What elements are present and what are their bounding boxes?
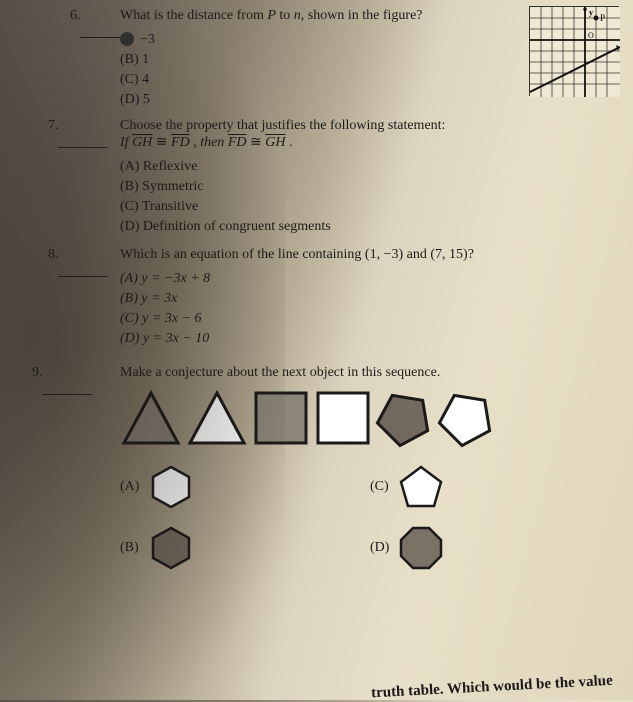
q7-fd: FD — [171, 135, 190, 150]
partial-next-question: truth table. Which would be the value — [371, 673, 613, 702]
q9-answer-grid: (A) (C) (B) (D) — [120, 459, 623, 575]
grid-p-label: P — [600, 13, 605, 23]
q7-stem: Choose the property that justifies the f… — [120, 118, 623, 151]
q7-period: . — [289, 135, 293, 150]
q7-gh2: GH — [265, 135, 285, 150]
q9-labC: (C) — [370, 479, 389, 495]
q7-number: 7. — [10, 118, 90, 150]
q9-sequence — [120, 389, 623, 447]
q7-then: , then — [193, 135, 228, 150]
q7-fd2: FD — [228, 135, 247, 150]
q7-option-c[interactable]: (C) Transitive — [120, 199, 623, 215]
hexagon-filled-icon — [147, 524, 195, 572]
q7-option-b[interactable]: (B) Symmetric — [120, 179, 623, 195]
q7-option-d[interactable]: (D) Definition of congruent segments — [120, 219, 623, 235]
q9-option-b[interactable]: (B) — [120, 520, 340, 575]
q6-stem-pre: What is the distance from — [120, 8, 267, 23]
q8-option-a[interactable]: (A) y = −3x + 8 — [120, 271, 623, 287]
q9-number: 9. — [10, 365, 90, 397]
q6-number: 6. — [10, 8, 90, 40]
q9-labD: (D) — [370, 540, 389, 556]
question-8: 8. Which is an equation of the line cont… — [10, 247, 623, 351]
q6-post: , shown in the figure? — [301, 8, 423, 23]
q9-labA: (A) — [120, 479, 139, 495]
filled-circle-icon — [120, 32, 134, 46]
q8-number: 8. — [10, 247, 90, 279]
q9-num-text: 9. — [32, 365, 43, 380]
grid-o-label: O — [588, 31, 594, 40]
pentagon-outline-small-icon — [397, 463, 445, 511]
q7-cong1: ≅ — [156, 135, 171, 150]
q7-option-a[interactable]: (A) Reflexive — [120, 159, 623, 175]
square-filled-icon — [252, 389, 310, 447]
q6-P: P — [267, 8, 276, 23]
triangle-filled-icon — [120, 389, 182, 447]
q8-stem: Which is an equation of the line contain… — [120, 247, 623, 263]
q8-option-b[interactable]: (B) y = 3x — [120, 291, 623, 307]
q7-gh: GH — [132, 135, 152, 150]
triangle-outline-icon — [186, 389, 248, 447]
q9-labB: (B) — [120, 540, 139, 556]
octagon-filled-icon — [397, 524, 445, 572]
q6-mid: to — [276, 8, 294, 23]
q6-n: n — [294, 8, 301, 23]
q6-num-text: 6. — [70, 8, 81, 23]
q7-cong2: ≅ — [250, 135, 265, 150]
question-7: 7. Choose the property that justifies th… — [10, 118, 623, 239]
hexagon-outline-icon — [147, 463, 195, 511]
q6-optA-text: −3 — [140, 32, 155, 47]
q6-grid-figure: P O y — [529, 6, 619, 96]
q8-num-text: 8. — [48, 247, 59, 262]
q9-option-d[interactable]: (D) — [370, 520, 590, 575]
q7-stem-text: Choose the property that justifies the f… — [120, 118, 445, 133]
q9-option-a[interactable]: (A) — [120, 459, 340, 514]
q9-option-c[interactable]: (C) — [370, 459, 590, 514]
q9-answer-blank[interactable] — [42, 383, 92, 395]
grid-y-label: y — [589, 8, 593, 17]
q8-option-c[interactable]: (C) y = 3x − 6 — [120, 311, 623, 327]
q9-stem: Make a conjecture about the next object … — [120, 365, 623, 381]
pentagon-outline-icon — [426, 377, 508, 459]
q7-if: If — [120, 135, 132, 150]
q7-num-text: 7. — [48, 118, 59, 133]
q8-option-d[interactable]: (D) y = 3x − 10 — [120, 331, 623, 347]
question-9: 9. Make a conjecture about the next obje… — [10, 365, 623, 575]
